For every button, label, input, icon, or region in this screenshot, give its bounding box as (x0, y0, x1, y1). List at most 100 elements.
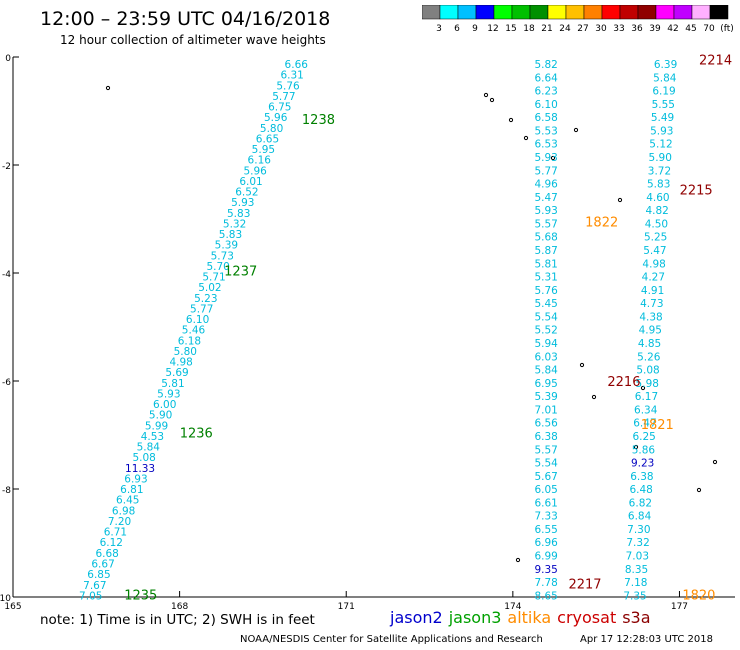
wave-height-point: 6.98 (112, 505, 135, 517)
wave-height-point: 5.93 (231, 197, 254, 209)
wave-height-point: 5.77 (272, 91, 295, 103)
wave-height-point: 6.31 (280, 70, 303, 82)
wave-height-point: 4.91 (641, 285, 664, 297)
satellite-legend-item: jason3 (448, 608, 502, 627)
pass-time-label: 1237 (224, 264, 257, 279)
wave-height-point: 5.81 (161, 378, 184, 390)
wave-height-point: 5.76 (534, 285, 558, 297)
wave-height-point: 5.47 (534, 192, 557, 204)
pass-time-label: 1821 (641, 418, 674, 433)
wave-height-point: 5.83 (227, 208, 250, 220)
island-mark (523, 135, 529, 141)
satellite-legend-item: altika (507, 608, 552, 627)
timestamp-text: Apr 17 12:28:03 UTC 2018 (580, 634, 713, 645)
island-mark (105, 85, 111, 91)
wave-height-point: 5.94 (534, 338, 558, 350)
wave-height-point: 4.98 (169, 357, 192, 369)
wave-height-point: 5.45 (534, 298, 557, 310)
colorbar-label: 15 (505, 24, 516, 34)
island-mark (640, 385, 646, 391)
wave-height-point: 5.32 (223, 218, 246, 230)
colorbar-label: 45 (685, 24, 696, 34)
wave-height-point: 5.93 (650, 125, 673, 137)
y-tick-label: -4 (2, 270, 11, 280)
wave-height-point: 5.57 (534, 444, 557, 456)
island-mark (579, 362, 585, 368)
wave-height-point: 5.83 (219, 229, 242, 241)
wave-height-point: 6.17 (635, 391, 658, 403)
x-tick-label: 177 (671, 602, 688, 610)
wave-height-point: 6.99 (534, 551, 557, 563)
wave-height-point: 5.71 (202, 272, 225, 284)
wave-height-point: 6.65 (256, 133, 279, 145)
island-mark (508, 117, 514, 123)
wave-height-point: 6.96 (534, 537, 558, 549)
satellite-legend-item: jason2 (390, 608, 443, 627)
wave-height-point: 5.52 (534, 325, 557, 337)
wave-height-point: 4.95 (639, 325, 662, 337)
wave-height-point: 5.39 (534, 391, 557, 403)
units-note: note: 1) Time is in UTC; 2) SWH is in fe… (40, 612, 315, 628)
wave-height-point: 7.05 (79, 590, 102, 602)
credit-text: NOAA/NESDIS Center for Satellite Applica… (240, 634, 543, 645)
wave-height-point: 6.10 (186, 314, 209, 326)
wave-height-point: 5.49 (651, 112, 674, 124)
wave-height-point: 5.80 (174, 346, 197, 358)
wave-height-point: 6.45 (116, 495, 139, 507)
wave-height-point: 6.95 (534, 378, 557, 390)
colorbar-label: 6 (454, 24, 460, 34)
pass-time-label: 2216 (607, 375, 640, 390)
wave-height-point: 5.93 (534, 205, 557, 217)
wave-height-point: 5.12 (649, 139, 672, 151)
satellite-legend: jason2 jason3 altika cryosat s3a (390, 608, 657, 627)
colorbar-label: 39 (649, 24, 661, 34)
wave-height-point: 7.18 (624, 577, 647, 589)
wave-height-point: 5.81 (534, 258, 557, 270)
wave-height-point: 5.46 (182, 325, 206, 337)
wave-height-point: 5.23 (194, 293, 217, 305)
wave-height-point: 5.08 (132, 452, 155, 464)
wave-height-point: 8.35 (625, 564, 648, 576)
x-tick-label: 174 (504, 602, 521, 610)
colorbar-label: 30 (595, 24, 607, 34)
wave-height-point: 5.02 (198, 282, 221, 294)
wave-height-point: 7.33 (534, 511, 557, 523)
wave-height-point: 5.98 (636, 378, 659, 390)
y-tick-label: -10 (0, 594, 11, 604)
colorbar-label: 33 (613, 24, 624, 34)
x-tick-label: 165 (4, 602, 21, 610)
pass-time-label: 1238 (302, 113, 335, 128)
wave-height-point: 6.16 (248, 155, 272, 167)
wave-height-point: 6.00 (153, 399, 176, 411)
wave-height-point: 5.31 (534, 272, 557, 284)
wave-height-plot: 0-2-4-6-8-101651681711741776.666.315.765… (0, 54, 735, 610)
wave-height-point: 4.82 (645, 205, 668, 217)
wave-height-point: 4.98 (642, 258, 665, 270)
wave-height-point: 5.83 (647, 179, 670, 191)
wave-height-point: 6.10 (534, 99, 557, 111)
wave-height-point: 5.93 (534, 152, 557, 164)
wave-height-point: 5.99 (145, 420, 168, 432)
island-mark (489, 97, 495, 103)
colorbar-label: 21 (541, 24, 552, 34)
wave-height-point: 5.57 (534, 218, 557, 230)
wave-height-point: 6.64 (534, 72, 558, 84)
wave-height-point: 5.84 (653, 72, 677, 84)
wave-height-point: 5.84 (534, 365, 558, 377)
pass-time-label: 1235 (124, 588, 157, 603)
wave-height-point: 4.53 (141, 431, 164, 443)
wave-height-point: 6.25 (632, 431, 655, 443)
wave-height-point: 6.48 (629, 484, 652, 496)
wave-height-point: 3.72 (648, 165, 671, 177)
wave-height-point: 5.25 (644, 232, 667, 244)
island-mark (550, 155, 556, 161)
wave-height-point: 5.90 (649, 152, 672, 164)
y-tick-label: 0 (5, 54, 11, 64)
colorbar-label: 70 (703, 24, 715, 34)
wave-height-point: 6.58 (534, 112, 557, 124)
colorbar-label: 24 (559, 24, 571, 34)
wave-height-point: 5.70 (206, 261, 229, 273)
island-mark (483, 92, 489, 98)
wave-height-point: 6.66 (285, 59, 309, 71)
island-mark (712, 459, 718, 465)
